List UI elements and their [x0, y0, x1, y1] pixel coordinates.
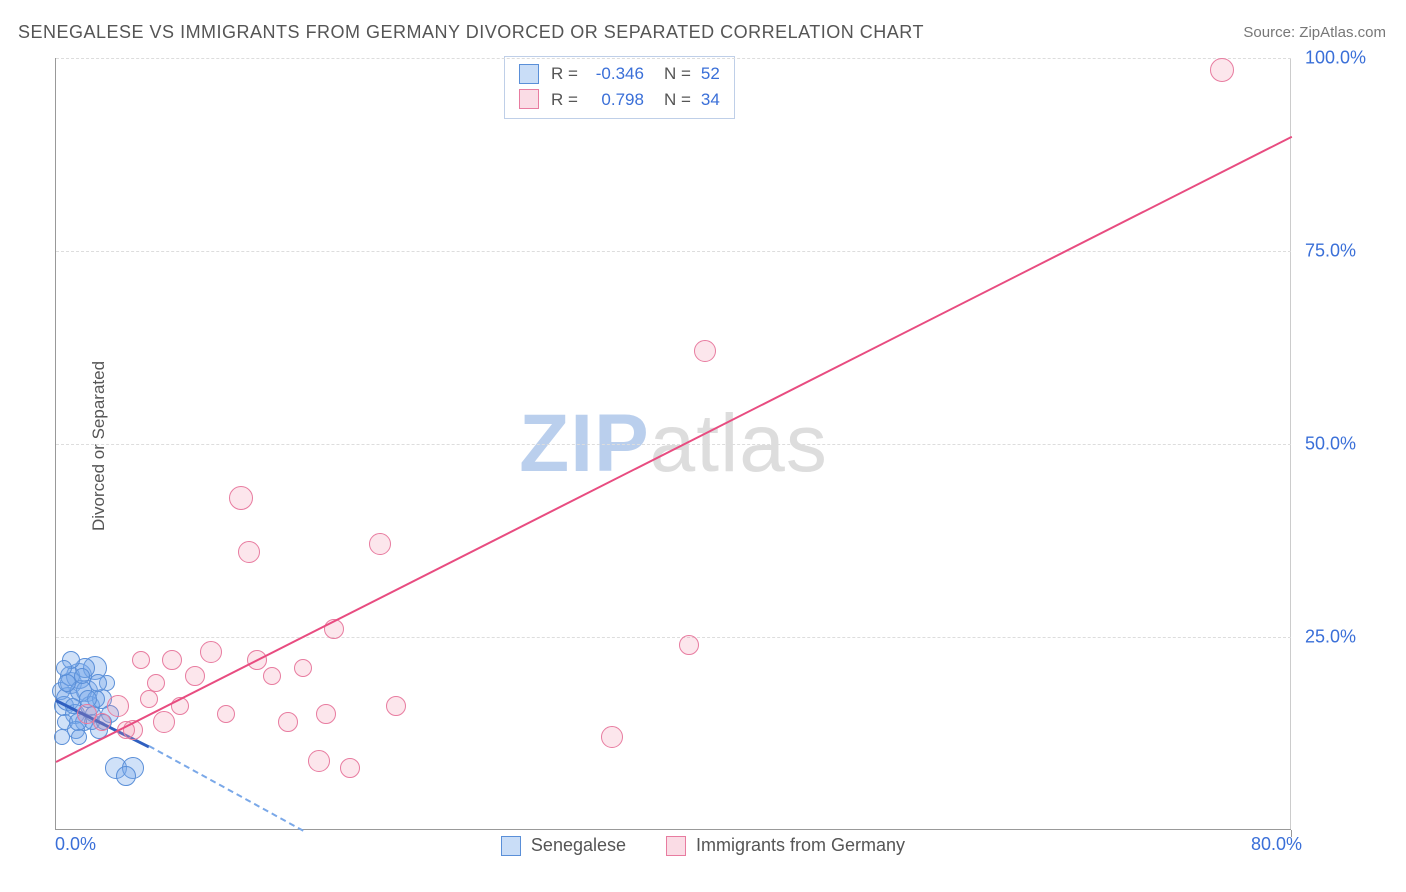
data-point-germany — [147, 674, 165, 692]
y-tick-label: 25.0% — [1305, 627, 1394, 648]
x-tick-label: 0.0% — [55, 834, 96, 855]
watermark-light: atlas — [650, 398, 828, 489]
y-tick-label: 75.0% — [1305, 241, 1394, 262]
trend-line-extrapolated — [148, 745, 303, 832]
bottom-legend-item: Immigrants from Germany — [666, 835, 905, 856]
data-point-senegalese — [71, 729, 87, 745]
legend-label: Immigrants from Germany — [696, 835, 905, 856]
data-point-germany — [263, 667, 281, 685]
data-point-germany — [217, 705, 235, 723]
data-point-senegalese — [54, 729, 70, 745]
n-value: 52 — [701, 61, 720, 87]
y-tick-label: 50.0% — [1305, 434, 1394, 455]
data-point-germany — [162, 650, 182, 670]
data-point-germany — [238, 541, 260, 563]
x-tick-label: 80.0% — [1251, 834, 1302, 855]
n-value: 34 — [701, 87, 720, 113]
chart-plot-area: ZIPatlas R =-0.346 N = 52 R =0.798 N = 34 — [55, 58, 1291, 830]
data-point-senegalese — [116, 766, 136, 786]
source-attribution: Source: ZipAtlas.com — [1243, 24, 1386, 41]
data-point-germany — [308, 750, 330, 772]
legend-swatch — [501, 836, 521, 856]
chart-title: SENEGALESE VS IMMIGRANTS FROM GERMANY DI… — [18, 22, 924, 43]
stats-legend-row: R =0.798 N = 34 — [519, 87, 720, 113]
data-point-germany — [694, 340, 716, 362]
data-point-senegalese — [89, 674, 107, 692]
data-point-germany — [93, 713, 111, 731]
stats-legend-row: R =-0.346 N = 52 — [519, 61, 720, 87]
gridline — [56, 444, 1291, 445]
r-label: R = — [551, 61, 578, 87]
source-name: ZipAtlas.com — [1299, 24, 1386, 41]
n-label: N = — [664, 87, 691, 113]
y-tick-label: 100.0% — [1305, 48, 1394, 69]
legend-label: Senegalese — [531, 835, 626, 856]
data-point-germany — [140, 690, 158, 708]
x-tick-mark — [1291, 830, 1292, 837]
data-point-senegalese — [56, 660, 72, 676]
data-point-germany — [200, 641, 222, 663]
data-point-germany — [679, 635, 699, 655]
legend-swatch — [519, 64, 539, 84]
r-label: R = — [551, 87, 578, 113]
watermark-bold: ZIP — [519, 398, 650, 489]
data-point-germany — [153, 711, 175, 733]
legend-swatch — [666, 836, 686, 856]
bottom-legend-item: Senegalese — [501, 835, 626, 856]
trend-line-germany — [56, 135, 1293, 762]
data-point-germany — [185, 666, 205, 686]
gridline — [56, 251, 1291, 252]
r-value: 0.798 — [584, 87, 644, 113]
data-point-germany — [278, 712, 298, 732]
data-point-senegalese — [58, 674, 76, 692]
stats-legend: R =-0.346 N = 52 R =0.798 N = 34 — [504, 56, 735, 119]
data-point-germany — [340, 758, 360, 778]
data-point-germany — [294, 659, 312, 677]
data-point-germany — [601, 726, 623, 748]
n-label: N = — [664, 61, 691, 87]
data-point-germany — [107, 695, 129, 717]
r-value: -0.346 — [584, 61, 644, 87]
data-point-germany — [1210, 58, 1234, 82]
bottom-legend: Senegalese Immigrants from Germany — [0, 835, 1406, 856]
data-point-germany — [132, 651, 150, 669]
gridline — [56, 637, 1291, 638]
legend-swatch — [519, 89, 539, 109]
data-point-germany — [369, 533, 391, 555]
gridline — [56, 58, 1291, 59]
source-prefix: Source: — [1243, 24, 1299, 41]
data-point-germany — [316, 704, 336, 724]
data-point-germany — [229, 486, 253, 510]
data-point-germany — [386, 696, 406, 716]
